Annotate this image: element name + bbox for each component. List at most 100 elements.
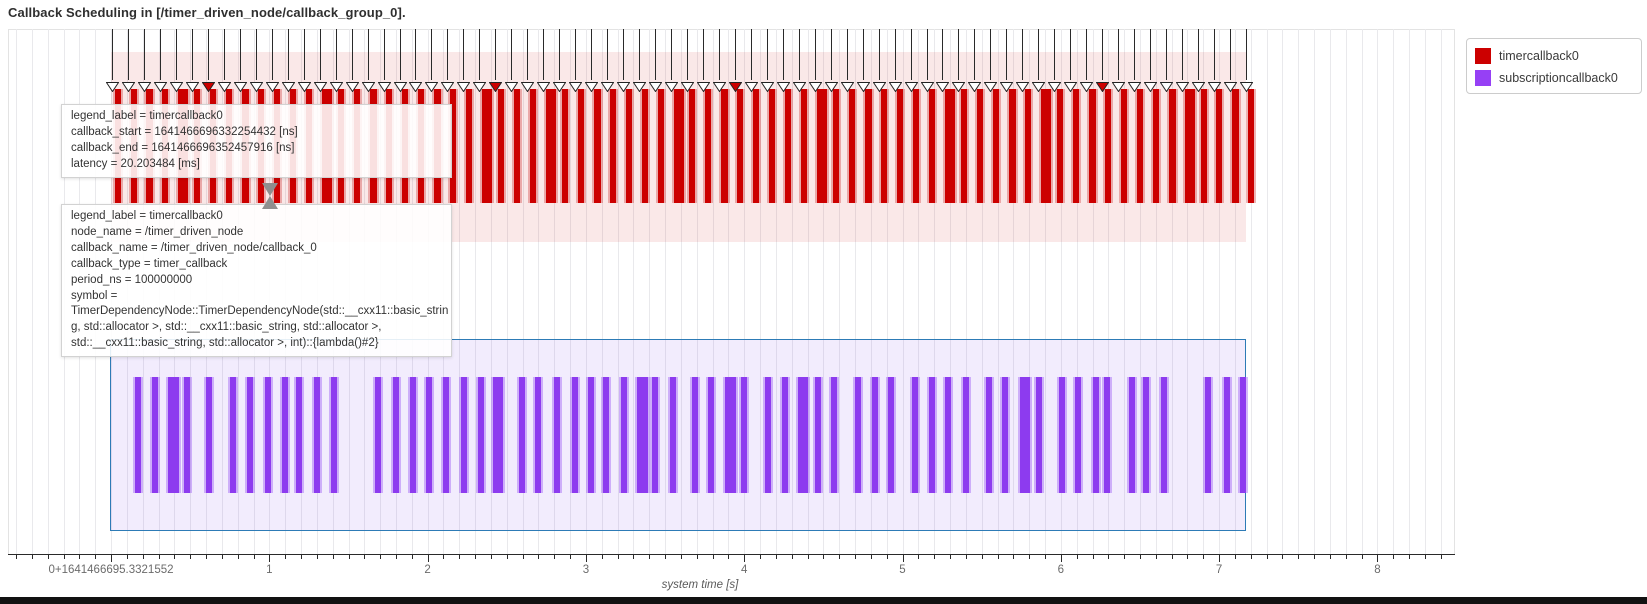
timer-callback-bar[interactable] [625, 89, 632, 203]
subscription-callback-bar[interactable] [636, 377, 648, 493]
timer-fire-arrow-icon[interactable] [648, 79, 663, 93]
subscription-callback-bar[interactable] [603, 377, 610, 493]
timer-callback-bar[interactable] [721, 89, 729, 203]
subscription-callback-bar[interactable] [478, 377, 485, 493]
timer-fire-arrow-icon[interactable] [121, 79, 136, 93]
timer-fire-arrow-icon[interactable] [377, 79, 391, 93]
timer-fire-arrow-red-icon[interactable] [728, 79, 743, 93]
timer-fire-arrow-icon[interactable] [1031, 79, 1046, 93]
timer-fire-arrow-icon[interactable] [776, 79, 791, 93]
legend-item[interactable]: timercallback0 [1475, 45, 1633, 67]
timer-fire-arrow-icon[interactable] [1143, 79, 1158, 93]
timer-callback-bar[interactable] [833, 89, 840, 203]
subscription-callback-bar[interactable] [587, 377, 594, 493]
timer-callback-bar[interactable] [1184, 89, 1195, 203]
timer-fire-arrow-icon[interactable] [1111, 79, 1126, 93]
timer-fire-arrow-icon[interactable] [1159, 79, 1174, 93]
subscription-callback-bar[interactable] [331, 377, 337, 493]
timer-callback-bar[interactable] [1120, 89, 1127, 203]
subscription-callback-bar[interactable] [519, 377, 526, 493]
timer-fire-arrow-icon[interactable] [472, 79, 487, 93]
timer-callback-bar[interactable] [641, 89, 648, 203]
timer-callback-bar[interactable] [944, 89, 955, 203]
subscription-callback-bar[interactable] [669, 377, 676, 493]
timer-fire-arrow-icon[interactable] [696, 79, 711, 93]
subscription-callback-bar[interactable] [264, 377, 271, 493]
timer-fire-arrow-icon[interactable] [520, 79, 535, 93]
timer-callback-bar[interactable] [465, 89, 472, 203]
subscription-callback-bar[interactable] [410, 377, 417, 493]
timer-fire-arrow-red-icon[interactable] [201, 79, 216, 93]
timer-fire-arrow-icon[interactable] [808, 79, 823, 93]
timer-fire-arrow-icon[interactable] [1015, 79, 1030, 93]
timer-fire-arrow-icon[interactable] [920, 79, 934, 93]
subscription-callback-bar[interactable] [798, 377, 808, 493]
timer-fire-arrow-icon[interactable] [1047, 79, 1062, 93]
timer-callback-bar[interactable] [609, 89, 616, 203]
timer-fire-arrow-icon[interactable] [1079, 79, 1094, 93]
timer-callback-bar[interactable] [1104, 89, 1111, 203]
timer-fire-arrow-icon[interactable] [824, 79, 839, 93]
timer-callback-bar[interactable] [1088, 89, 1096, 203]
timer-callback-bar[interactable] [960, 89, 967, 203]
timer-fire-arrow-icon[interactable] [1223, 79, 1238, 93]
plot-frame[interactable] [8, 29, 1455, 554]
timer-callback-bar[interactable] [1072, 89, 1079, 203]
timer-fire-arrow-icon[interactable] [999, 79, 1014, 93]
timer-callback-bar[interactable] [1152, 89, 1159, 203]
timer-fire-arrow-icon[interactable] [792, 79, 807, 93]
subscription-callback-bar[interactable] [707, 377, 714, 493]
timer-callback-bar[interactable] [513, 89, 520, 203]
subscription-callback-bar[interactable] [247, 377, 254, 493]
timer-callback-bar[interactable] [1200, 89, 1207, 203]
timer-fire-arrow-icon[interactable] [856, 79, 871, 93]
timer-fire-arrow-icon[interactable] [1175, 79, 1190, 93]
legend-item[interactable]: subscriptioncallback0 [1475, 67, 1633, 89]
timer-callback-bar[interactable] [801, 89, 808, 203]
timer-fire-arrow-icon[interactable] [1063, 79, 1078, 93]
timer-callback-bar[interactable] [705, 89, 712, 203]
timer-fire-arrow-icon[interactable] [552, 79, 567, 93]
subscription-callback-bar[interactable] [554, 377, 561, 493]
subscription-callback-bar[interactable] [692, 377, 698, 493]
subscription-callback-bar[interactable] [962, 377, 969, 493]
timer-callback-bar[interactable] [593, 89, 601, 203]
subscription-callback-bar[interactable] [741, 377, 747, 493]
timer-fire-arrow-icon[interactable] [408, 79, 423, 93]
timer-fire-arrow-icon[interactable] [872, 79, 887, 93]
subscription-callback-bar[interactable] [1239, 377, 1246, 493]
timer-fire-arrow-icon[interactable] [456, 79, 471, 93]
timer-callback-bar[interactable] [913, 89, 919, 203]
timer-fire-arrow-icon[interactable] [440, 79, 455, 93]
subscription-callback-bar[interactable] [134, 377, 141, 493]
timer-fire-arrow-icon[interactable] [313, 79, 328, 93]
subscription-callback-bar[interactable] [296, 377, 303, 493]
subscription-callback-bar[interactable] [855, 377, 861, 493]
timer-fire-arrow-icon[interactable] [983, 79, 998, 93]
subscription-callback-bar[interactable] [1103, 377, 1110, 493]
subscription-callback-bar[interactable] [426, 377, 432, 493]
timer-fire-arrow-icon[interactable] [233, 79, 248, 93]
timer-fire-arrow-icon[interactable] [249, 79, 264, 93]
subscription-callback-bar[interactable] [782, 377, 789, 493]
subscription-callback-bar[interactable] [375, 377, 382, 493]
timer-fire-arrow-icon[interactable] [361, 79, 375, 93]
timer-fire-arrow-icon[interactable] [169, 79, 184, 93]
subscription-callback-bar[interactable] [945, 377, 952, 493]
timer-fire-arrow-icon[interactable] [584, 79, 599, 93]
subscription-callback-bar[interactable] [815, 377, 822, 493]
timer-fire-arrow-icon[interactable] [137, 79, 152, 93]
timer-callback-bar[interactable] [897, 89, 903, 203]
timer-fire-arrow-icon[interactable] [664, 79, 679, 93]
timer-callback-bar[interactable] [929, 89, 935, 203]
timer-fire-arrow-icon[interactable] [1127, 79, 1142, 93]
subscription-callback-bar[interactable] [1019, 377, 1030, 493]
timer-fire-arrow-icon[interactable] [712, 79, 727, 93]
timer-callback-bar[interactable] [785, 89, 792, 203]
subscription-callback-bar[interactable] [1204, 377, 1211, 493]
timer-fire-arrow-icon[interactable] [217, 79, 232, 93]
timer-callback-bar[interactable] [849, 89, 856, 203]
timer-fire-arrow-icon[interactable] [1207, 79, 1222, 93]
subscription-callback-bar[interactable] [986, 377, 993, 493]
timer-fire-arrow-icon[interactable] [329, 79, 344, 93]
